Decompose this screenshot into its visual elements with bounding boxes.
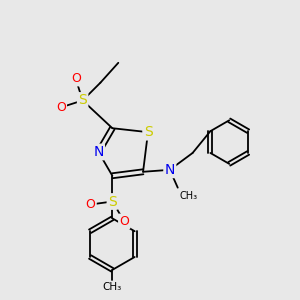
Text: O: O [71,72,81,85]
Text: CH₃: CH₃ [103,282,122,292]
Text: S: S [108,194,117,208]
Text: N: N [165,163,175,177]
Text: O: O [56,101,66,114]
Text: O: O [119,215,129,228]
Text: S: S [144,125,152,139]
Text: S: S [78,94,87,107]
Text: O: O [85,198,95,211]
Text: N: N [93,145,104,159]
Text: CH₃: CH₃ [180,190,198,201]
